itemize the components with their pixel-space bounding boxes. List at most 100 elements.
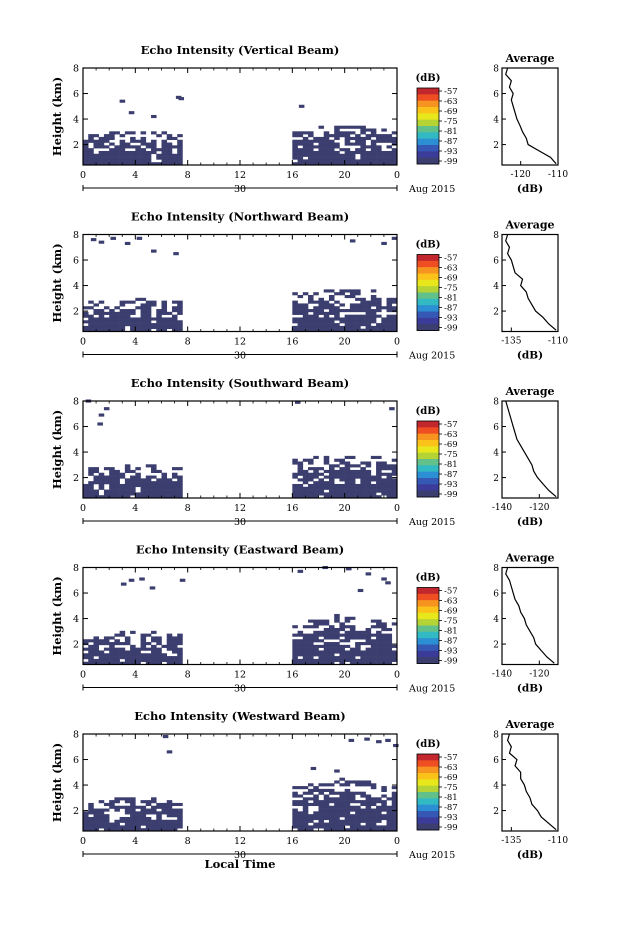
heatmap-cell [88, 811, 94, 815]
heatmap-cell [130, 653, 136, 657]
heatmap-cell [308, 619, 314, 623]
heatmap-cell [151, 811, 157, 815]
heatmap-cell [88, 159, 94, 163]
heatmap-cell [119, 492, 126, 496]
heatmap-cell [292, 150, 298, 155]
heatmap-cell [166, 661, 173, 665]
heatmap-cell [135, 472, 141, 476]
heatmap-cell [114, 311, 120, 315]
heatmap-cell [292, 148, 298, 152]
heatmap-cell [93, 808, 99, 812]
heatmap-cell [292, 816, 298, 821]
heatmap-cell [297, 483, 304, 488]
heatmap-cell [302, 148, 309, 152]
heatmap-cell [156, 148, 162, 152]
heatmap-cell [344, 125, 351, 129]
heatmap-cell [308, 156, 314, 160]
heatmap-cell [140, 816, 147, 821]
heatmap-cell [171, 145, 178, 149]
heatmap-cell [376, 478, 382, 482]
heatmap-cell [297, 159, 304, 163]
heatmap-cell [339, 625, 345, 629]
heatmap-cell [313, 825, 319, 829]
y-tick-label: 6 [73, 422, 79, 433]
heatmap-cells [83, 95, 398, 166]
heatmap-cell [376, 325, 382, 329]
heatmap-cell [109, 153, 115, 157]
heatmap-cell [318, 650, 325, 654]
heatmap-cell [391, 306, 398, 310]
heatmap-cell [308, 642, 314, 646]
heatmap-cell [177, 323, 183, 327]
heatmap-cell [297, 825, 304, 829]
heatmap-cell [313, 794, 319, 798]
heatmap-cell [124, 492, 131, 496]
x-tick-label: 8 [185, 836, 191, 847]
heatmap-cell [151, 131, 157, 135]
heatmap-cell [166, 492, 173, 496]
heatmap-cell [376, 145, 382, 149]
heatmap-cell [381, 317, 387, 321]
heatmap-cell [386, 644, 393, 648]
colorbar-label: -81 [444, 127, 458, 137]
average-title: Average [504, 52, 554, 65]
heatmap-cell [103, 478, 110, 482]
heatmap-cell [119, 825, 126, 829]
heatmap-cell [156, 320, 162, 324]
heatmap-cell [318, 639, 325, 643]
heatmap-cell [114, 325, 120, 329]
colorbar-label: -87 [444, 137, 458, 147]
heatmap-cell [386, 642, 393, 646]
heatmap-cell [171, 647, 178, 651]
heatmap-cell [308, 472, 314, 476]
colorbar-swatch [417, 286, 439, 293]
heatmap-cell [328, 647, 335, 651]
heatmap-cell [302, 292, 309, 296]
heatmap-cell [339, 650, 345, 654]
heatmap-cell [151, 469, 157, 474]
heatmap-cell [119, 633, 126, 637]
heatmap-cell [114, 306, 120, 310]
panel-2: Echo Intensity (Southward Beam)0 4 8 12 16 20… [50, 376, 559, 528]
heatmap-cell [365, 136, 372, 141]
heatmap-cell [370, 295, 377, 299]
heatmap-cell [124, 145, 131, 149]
heatmap-cell [166, 320, 173, 324]
heatmap-cell [166, 644, 173, 648]
heatmap-cell [145, 483, 152, 488]
heatmap-cell [292, 819, 298, 823]
heatmap-cell [376, 740, 382, 744]
colorbar-frame [416, 87, 440, 165]
heatmap-cell [386, 139, 393, 143]
heatmap-cell [103, 159, 110, 163]
heatmap-cell [323, 628, 330, 632]
heatmap-cell [161, 808, 168, 812]
heatmap-cells [83, 399, 398, 499]
heatmap-cell [171, 636, 178, 640]
heatmap-cell [360, 802, 366, 807]
heatmap-cell [344, 139, 351, 143]
heatmap-cell [365, 320, 372, 324]
heatmap-cell [145, 159, 152, 163]
heatmap-cell [381, 628, 387, 632]
average-x-label: (dB) [517, 516, 543, 528]
heatmap-cell [166, 808, 173, 812]
heatmap-cell [313, 328, 319, 332]
heatmap-cell [313, 822, 319, 826]
heatmap-cell [334, 306, 340, 310]
heatmap-cell [386, 136, 393, 141]
heatmap-cell [355, 317, 361, 321]
heatmap-cell [130, 828, 136, 832]
heatmap-cell [145, 808, 152, 812]
heatmap-cell [156, 328, 162, 332]
heatmap-cell [302, 647, 309, 651]
date-tick-label: 30 [234, 184, 246, 195]
heatmap-cell [365, 309, 372, 313]
heatmap-cell [130, 162, 136, 166]
heatmap-cell [156, 489, 162, 493]
heatmap-cell [294, 400, 301, 404]
heatmap-cell [145, 464, 152, 468]
heatmap-cell [318, 622, 325, 626]
heatmap-cell [173, 252, 179, 256]
y-tick-label: 2 [73, 806, 79, 817]
